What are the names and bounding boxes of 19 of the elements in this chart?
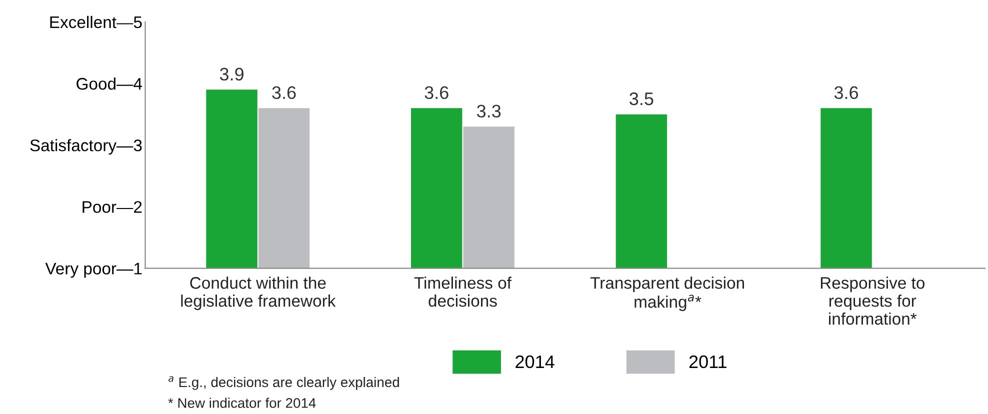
- data-label: 3.5: [630, 92, 654, 106]
- data-label: 3.6: [424, 86, 448, 100]
- y-tick-label: Satisfactory—3: [30, 139, 142, 155]
- data-label: 3.6: [272, 86, 296, 100]
- text: * New indicator for 2014: [168, 398, 316, 408]
- data-label: 3.3: [476, 104, 501, 118]
- y-tick-label: Excellent—5: [50, 16, 142, 28]
- y-tick-label: Poor—2: [82, 201, 142, 213]
- x-tick-label: Transparent decision making$^{a}$*: [590, 276, 744, 312]
- x-tick-label: Responsive to requests for information*: [820, 276, 924, 325]
- legend-label: 2014: [516, 355, 554, 368]
- y-tick-label: Very poor—1: [45, 262, 142, 278]
- x-tick-label: Conduct within the legislative framework: [181, 276, 336, 310]
- text: $^{a}$ E.g., decisions are clearly explained: [168, 376, 399, 390]
- data-label: 3.6: [834, 86, 858, 100]
- legend-label: 2011: [689, 355, 726, 368]
- x-tick-label: Timeliness of decisions: [414, 276, 512, 307]
- data-label: 3.9: [220, 68, 244, 81]
- y-tick-label: Good—4: [76, 77, 142, 90]
